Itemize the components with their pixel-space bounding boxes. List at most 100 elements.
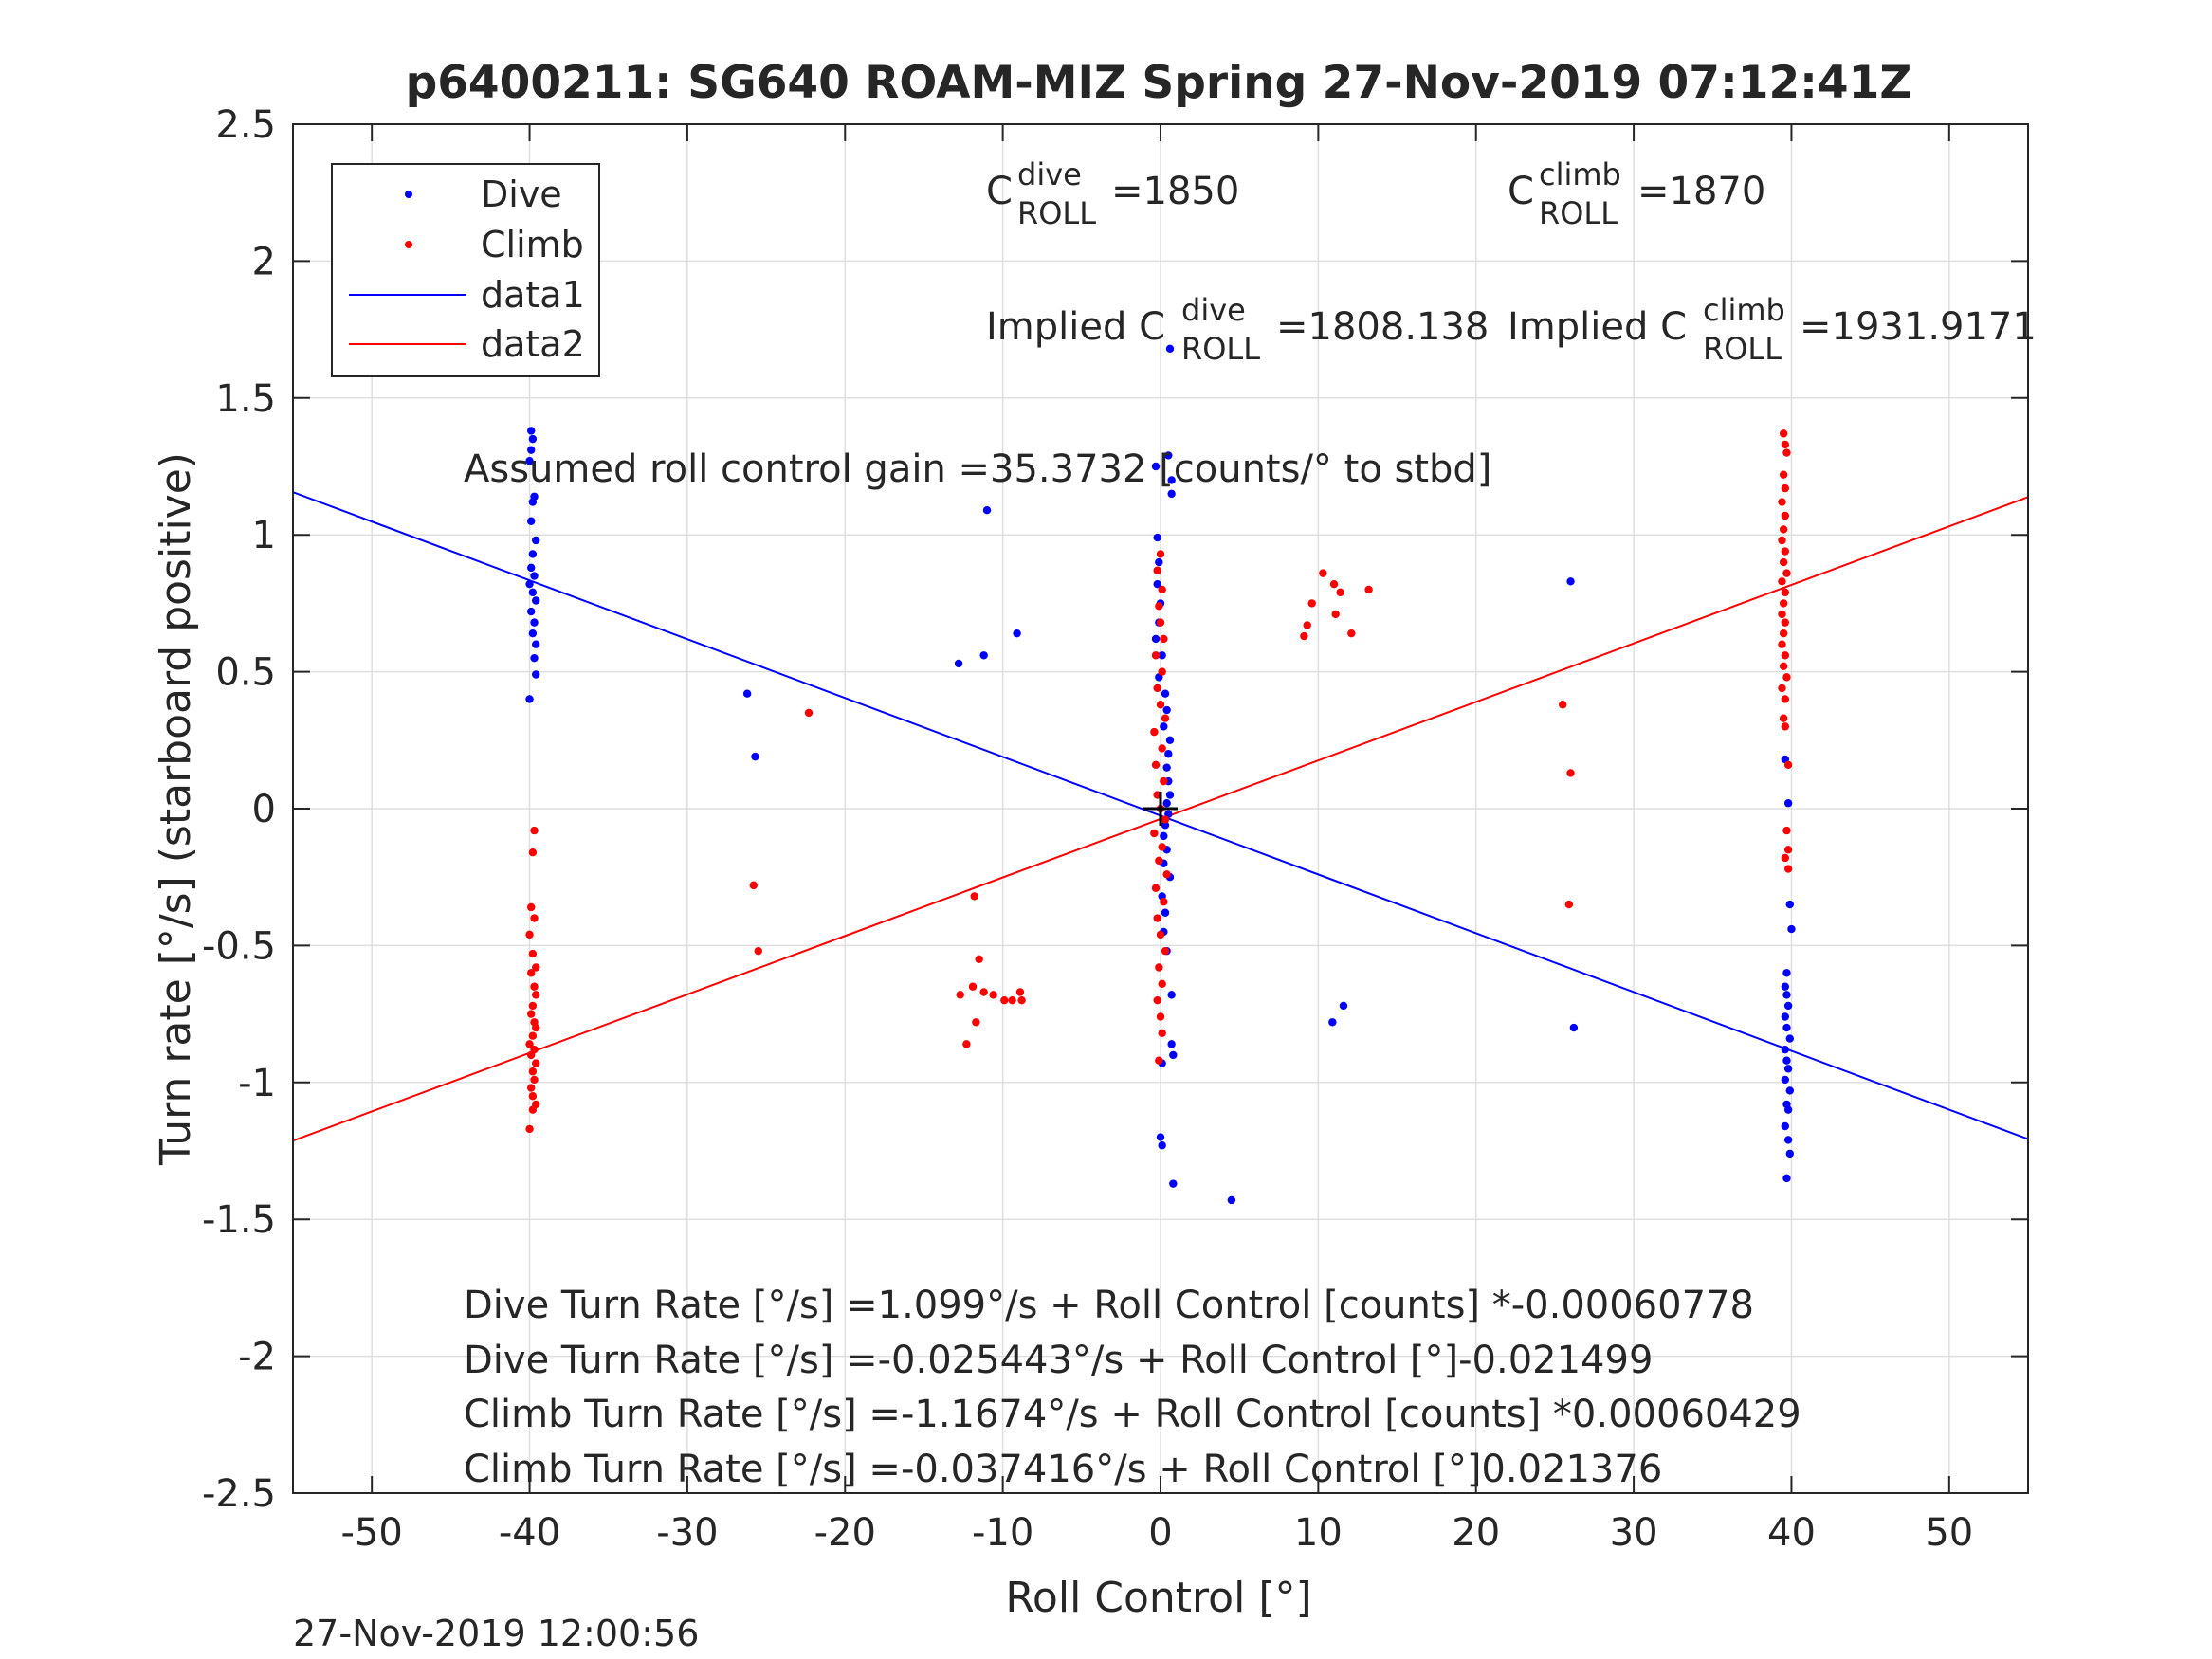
point-dive xyxy=(1013,629,1021,638)
point-climb xyxy=(1781,651,1790,660)
y-tick-label: 2.5 xyxy=(215,103,276,147)
point-climb xyxy=(1156,1012,1165,1021)
y-tick-labels: -2.5 -2 -1.5 -1 -0.5 0 0.5 1 1.5 2 2.5 xyxy=(202,103,276,1516)
point-dive xyxy=(1569,1023,1579,1032)
point-climb xyxy=(530,982,539,991)
y-axis-label: Turn rate [°/s] (starboard positive) xyxy=(152,452,200,1166)
point-climb xyxy=(525,1040,534,1048)
point-dive xyxy=(1787,924,1796,934)
point-climb xyxy=(1153,566,1161,574)
svg-text:ROLL: ROLL xyxy=(1539,195,1618,231)
svg-text:ROLL: ROLL xyxy=(1703,331,1782,367)
fit-equation-3: Climb Turn Rate [°/s] =-1.1674°/s + Roll… xyxy=(464,1393,1801,1436)
point-dive xyxy=(1783,1065,1793,1073)
point-climb xyxy=(972,1018,980,1027)
point-climb xyxy=(528,848,538,857)
point-dive xyxy=(1165,791,1175,799)
x-tick-label: 0 xyxy=(1148,1511,1172,1555)
point-dive xyxy=(1781,1075,1790,1085)
svg-text:climb: climb xyxy=(1703,292,1785,328)
point-climb xyxy=(1300,631,1308,641)
point-dive xyxy=(1785,900,1794,909)
point-dive xyxy=(1785,1034,1794,1043)
y-tick-label: 2 xyxy=(252,240,276,283)
point-dive xyxy=(1153,533,1161,542)
point-climb xyxy=(1329,579,1339,589)
point-dive xyxy=(1156,1133,1165,1141)
point-climb xyxy=(754,946,762,956)
point-climb xyxy=(1156,701,1165,709)
point-climb xyxy=(989,991,997,999)
svg-text:ROLL: ROLL xyxy=(1017,195,1096,231)
point-dive xyxy=(532,670,540,679)
legend-label-climb: Climb xyxy=(481,224,584,265)
point-dive xyxy=(1783,1136,1793,1144)
point-dive xyxy=(528,550,538,558)
svg-text:C: C xyxy=(1508,170,1534,213)
point-climb xyxy=(979,988,988,996)
point-dive xyxy=(1161,689,1170,698)
point-dive xyxy=(527,446,536,454)
point-climb xyxy=(1155,602,1163,611)
point-climb xyxy=(1778,684,1786,693)
svg-text:climb: climb xyxy=(1539,156,1621,192)
x-tick-label: 50 xyxy=(1925,1511,1973,1555)
point-climb xyxy=(1566,769,1575,777)
point-climb xyxy=(1160,897,1168,906)
x-tick-label: 30 xyxy=(1610,1511,1658,1555)
point-climb xyxy=(1782,826,1791,835)
point-dive xyxy=(1161,821,1170,830)
point-climb xyxy=(1303,621,1311,629)
point-climb xyxy=(532,963,540,972)
x-tick-label: -10 xyxy=(972,1511,1033,1555)
point-dive xyxy=(1160,722,1168,731)
point-dive xyxy=(532,596,540,605)
point-dive xyxy=(1167,476,1176,484)
point-dive xyxy=(1162,705,1171,715)
point-dive xyxy=(1161,908,1170,917)
svg-text:=1808.138: =1808.138 xyxy=(1276,305,1489,349)
point-climb xyxy=(528,1092,538,1101)
timestamp: 27-Nov-2019 12:00:56 xyxy=(293,1613,699,1654)
point-climb xyxy=(1781,722,1790,731)
axes xyxy=(292,123,2029,1494)
point-dive xyxy=(1782,991,1791,999)
point-climb xyxy=(1151,760,1161,769)
point-dive xyxy=(954,659,963,668)
x-tick-label: 40 xyxy=(1767,1511,1816,1555)
point-climb xyxy=(1161,815,1170,824)
gain-annotation: Assumed roll control gain =35.3732 [coun… xyxy=(464,447,1491,491)
point-dive xyxy=(1164,750,1173,758)
point-climb xyxy=(528,949,538,958)
point-climb xyxy=(1000,995,1009,1005)
svg-text:dive: dive xyxy=(1181,292,1246,328)
point-dive xyxy=(751,752,759,761)
point-climb xyxy=(1153,914,1161,922)
point-dive xyxy=(527,607,536,616)
point-climb xyxy=(1778,610,1786,619)
fit-equation-2: Dive Turn Rate [°/s] =-0.025443°/s + Rol… xyxy=(464,1339,1653,1382)
y-tick-label: 0.5 xyxy=(215,651,276,695)
point-climb xyxy=(1783,865,1793,873)
point-climb xyxy=(530,914,539,922)
point-climb xyxy=(530,1075,539,1085)
point-climb xyxy=(1160,776,1168,786)
point-dive xyxy=(1169,1179,1178,1188)
point-climb xyxy=(1781,618,1790,627)
point-dive xyxy=(1165,344,1175,354)
point-climb xyxy=(1158,667,1166,676)
x-tick-label: -30 xyxy=(656,1511,718,1555)
point-climb xyxy=(525,930,534,939)
point-climb xyxy=(1781,483,1790,493)
point-dive xyxy=(1783,799,1793,808)
y-tick-label: 0 xyxy=(252,788,276,831)
x-tick-label: -40 xyxy=(499,1511,560,1555)
point-dive xyxy=(1781,1121,1790,1131)
point-climb xyxy=(956,991,964,999)
point-climb xyxy=(804,708,814,718)
point-climb xyxy=(1779,470,1788,479)
point-climb xyxy=(1156,618,1165,627)
fit-equation-4: Climb Turn Rate [°/s] =-0.037416°/s + Ro… xyxy=(464,1448,1662,1491)
point-dive xyxy=(530,572,539,580)
point-dive xyxy=(1169,1050,1178,1060)
